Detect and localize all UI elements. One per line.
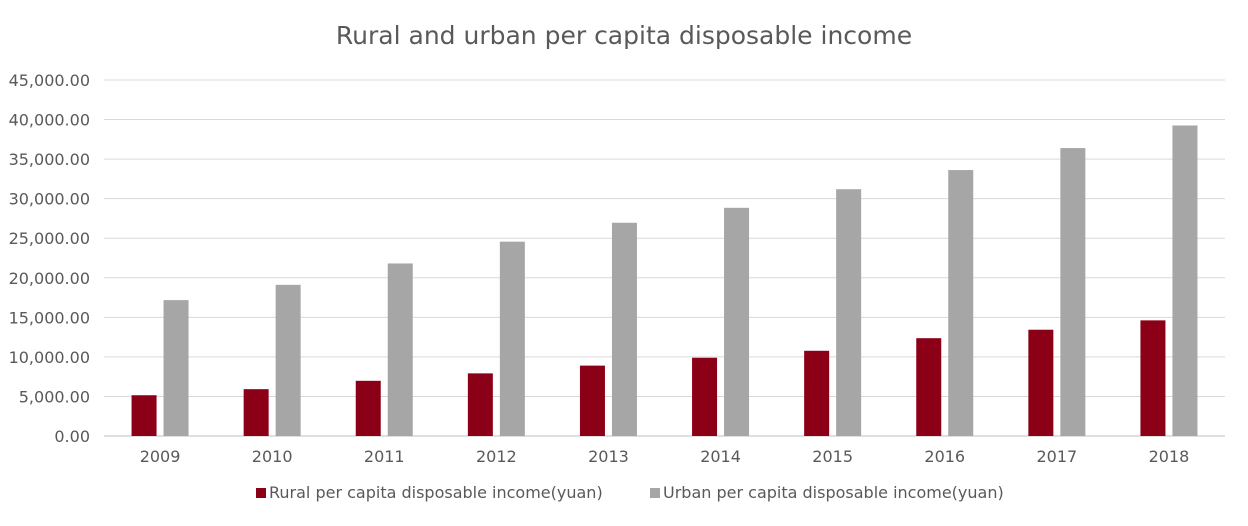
y-tick-label: 20,000.00 [9, 269, 90, 288]
rural-bar-2013 [579, 365, 605, 436]
y-tick-label: 35,000.00 [9, 150, 90, 169]
chart-title: Rural and urban per capita disposable in… [336, 21, 912, 50]
gridlines [104, 79, 1225, 437]
y-tick-label: 45,000.00 [9, 71, 90, 90]
rural-bar-2012 [467, 373, 493, 436]
legend-label: Rural per capita disposable income(yuan) [269, 483, 603, 502]
x-tick-label: 2013 [588, 447, 629, 466]
x-tick-label: 2014 [700, 447, 741, 466]
rural-bar-2016 [916, 338, 942, 436]
bars [131, 125, 1198, 436]
urban-bar-2015 [836, 189, 862, 436]
y-tick-label: 30,000.00 [9, 190, 90, 209]
urban-bar-2016 [948, 170, 974, 436]
y-axis: 0.00 5,000.00 10,000.00 15,000.00 20,000.00 2… [9, 71, 90, 446]
urban-bar-2013 [611, 222, 637, 436]
y-tick-label: 25,000.00 [9, 229, 90, 248]
x-tick-label: 2016 [924, 447, 965, 466]
rural-bar-2017 [1028, 329, 1054, 436]
x-tick-label: 2011 [364, 447, 405, 466]
x-tick-label: 2012 [476, 447, 517, 466]
x-tick-label: 2018 [1149, 447, 1190, 466]
rural-bar-2011 [355, 380, 381, 436]
urban-bar-2011 [387, 263, 413, 436]
rural-bar-2010 [243, 389, 269, 436]
y-tick-label: 5,000.00 [19, 387, 90, 406]
rural-bar-2015 [804, 350, 830, 436]
legend-swatch [650, 488, 660, 498]
urban-bar-2017 [1060, 148, 1086, 436]
x-tick-label: 2009 [140, 447, 181, 466]
x-axis: 2009 2010 2011 2012 2013 2014 2015 2016 2017 2018 [140, 447, 1190, 466]
rural-bar-2014 [692, 357, 718, 436]
x-tick-label: 2010 [252, 447, 293, 466]
legend: Rural per capita disposable income(yuan)… [256, 483, 1004, 502]
y-tick-label: 0.00 [54, 427, 90, 446]
y-tick-label: 15,000.00 [9, 308, 90, 327]
rural-bar-2009 [131, 395, 157, 436]
urban-bar-2018 [1172, 125, 1198, 436]
y-tick-label: 10,000.00 [9, 348, 90, 367]
urban-bar-2010 [275, 284, 301, 436]
y-tick-label: 40,000.00 [9, 111, 90, 130]
rural-bar-2018 [1140, 320, 1166, 436]
urban-bar-2014 [724, 207, 750, 436]
x-tick-label: 2017 [1036, 447, 1077, 466]
urban-bar-2012 [499, 241, 525, 436]
urban-bar-2009 [163, 300, 189, 436]
legend-swatch [256, 488, 266, 498]
legend-label: Urban per capita disposable income(yuan) [663, 483, 1004, 502]
x-tick-label: 2015 [812, 447, 853, 466]
